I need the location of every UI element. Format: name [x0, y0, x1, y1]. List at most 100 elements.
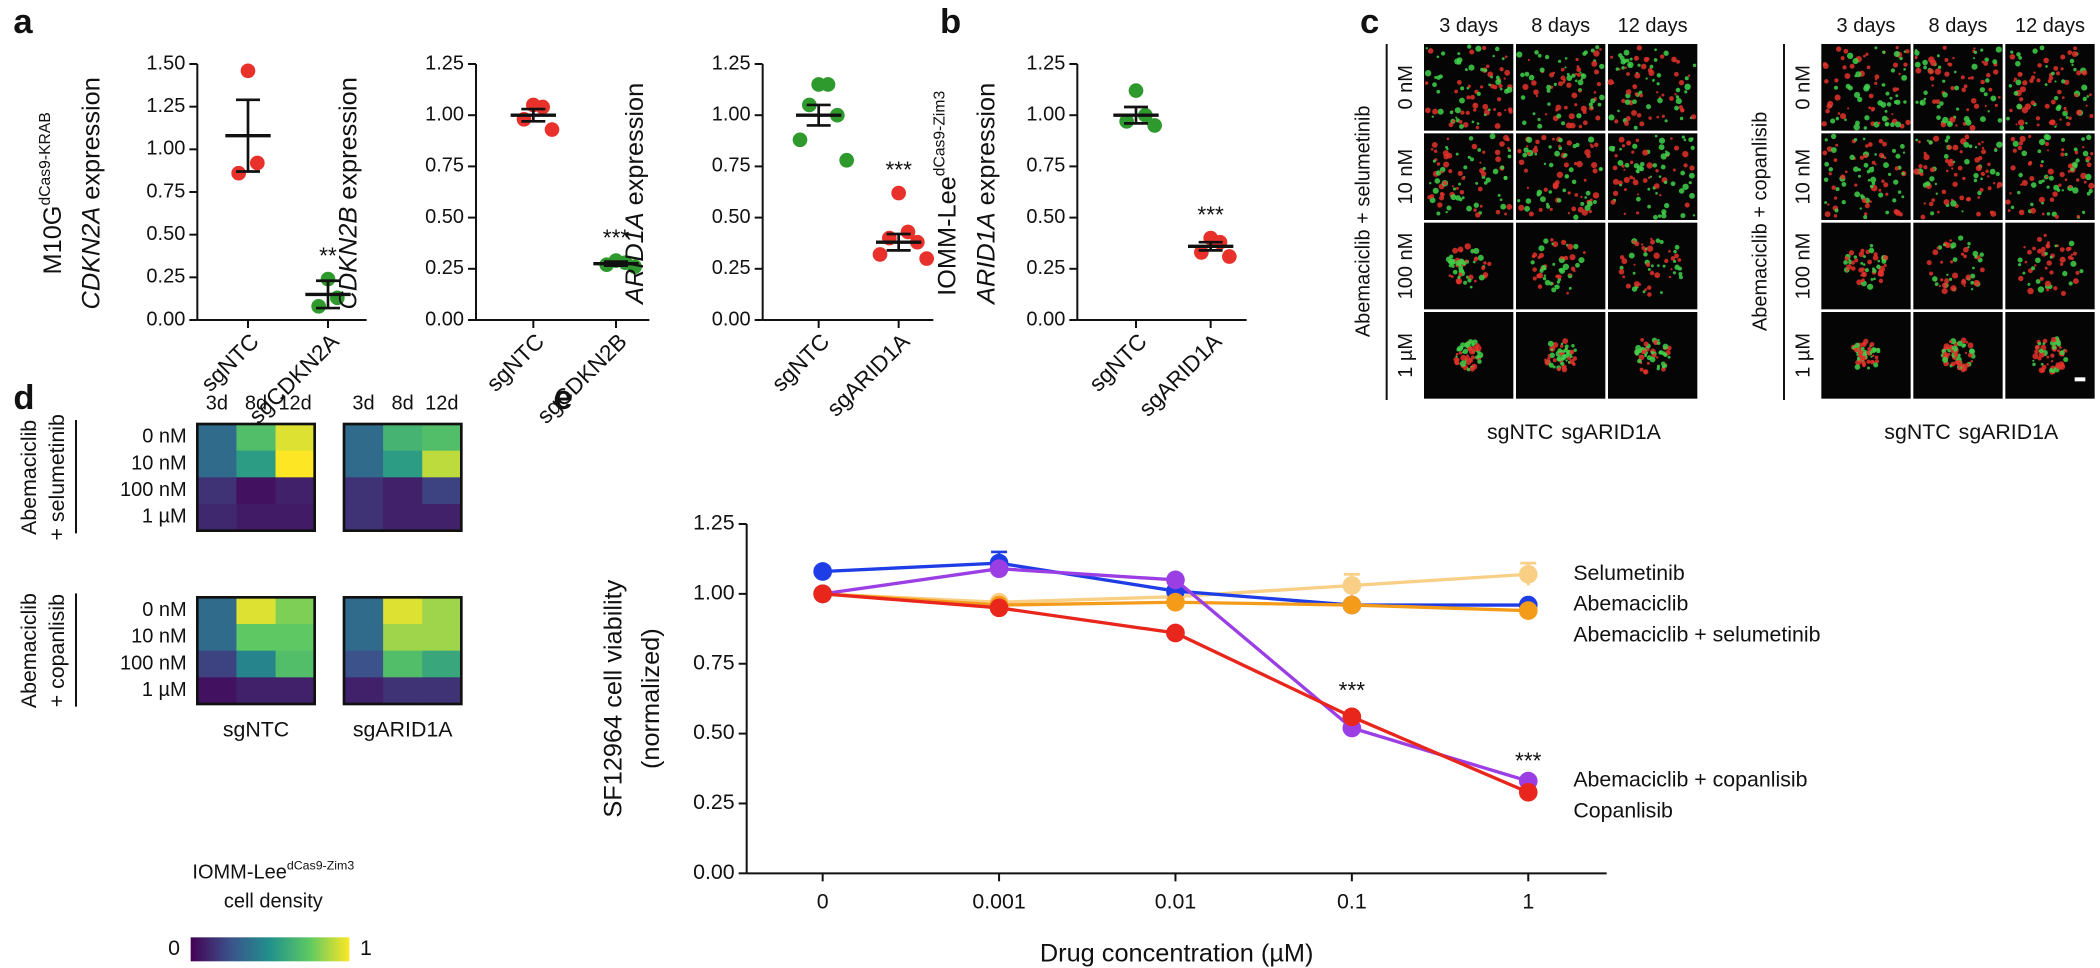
cell-spot [1869, 184, 1874, 189]
cell-spot [1560, 342, 1564, 346]
cell-spot [1436, 89, 1441, 94]
cell-spot [1656, 366, 1660, 371]
cell-spot [1637, 348, 1643, 354]
cell-spot [2018, 209, 2025, 216]
cell-spot [1542, 276, 1547, 281]
cell-spot [1913, 168, 1920, 175]
cell-spot [1923, 153, 1930, 161]
cell-spot [1952, 160, 1956, 164]
cell-spot [1957, 165, 1963, 171]
cell-spot [1536, 273, 1541, 279]
cell-spot [1952, 56, 1955, 60]
cell-spot [1580, 77, 1583, 81]
colorbar-tick-label: 0 [168, 936, 180, 960]
cell-spot [1566, 291, 1569, 295]
data-point [813, 584, 832, 604]
cell-spot [1857, 349, 1864, 356]
cell-spot [2075, 270, 2080, 275]
cell-spot [2022, 80, 2028, 86]
label-text: Abemaciclib [17, 420, 41, 535]
cell-spot [1621, 66, 1625, 70]
y-tick-label: 0.00 [425, 308, 464, 330]
cell-spot [1881, 259, 1887, 264]
cell-spot [2036, 78, 2041, 83]
cell-spot [1549, 207, 1553, 211]
cell-spot [2063, 106, 2067, 111]
cell-spot [1988, 87, 1993, 92]
cell-spot [1449, 110, 1454, 115]
cell-spot [2081, 210, 2086, 214]
cell-spot [1568, 113, 1575, 120]
cell-spot [1840, 174, 1846, 180]
cell-spot [1659, 291, 1663, 294]
cell-spot [1461, 176, 1466, 180]
cell-spot [1963, 246, 1969, 253]
cell-spot [1844, 118, 1847, 122]
cell-spot [2036, 123, 2040, 127]
cell-spot [1895, 87, 1900, 91]
cell-spot [1955, 107, 1960, 111]
cell-spot [2045, 175, 2048, 179]
cell-spot [1507, 146, 1510, 150]
cell-spot [1591, 60, 1598, 67]
cell-spot [1587, 200, 1593, 207]
cell-spot [1538, 207, 1543, 212]
cell-spot [1528, 74, 1535, 81]
cell-spot [2023, 245, 2026, 249]
cell-spot [1868, 247, 1875, 254]
cell-spot [1477, 254, 1484, 261]
heatmap-cell [236, 623, 277, 652]
cell-spot [2015, 60, 2021, 67]
cell-spot [2006, 116, 2010, 121]
panel-label: d [13, 379, 34, 417]
cell-spot [1658, 137, 1666, 144]
cell-spot [1490, 83, 1495, 89]
row-label: 0 nM [1792, 65, 1814, 109]
cell-spot [1664, 151, 1670, 157]
cell-spot [1868, 166, 1875, 173]
cell-spot [1675, 59, 1680, 64]
column-label: 3 days [1439, 15, 1498, 37]
cell-spot [1872, 347, 1877, 353]
cell-spot [1893, 50, 1900, 58]
cell-spot [2030, 207, 2036, 214]
cell-spot [2052, 191, 2058, 197]
cell-spot [1483, 113, 1487, 117]
cell-spot [2046, 363, 2049, 366]
cell-spot [2086, 134, 2092, 140]
cell-spot [1580, 201, 1585, 206]
cell-spot [1993, 69, 1999, 75]
cell-spot [1851, 266, 1856, 271]
cell-spot [1640, 337, 1644, 342]
cell-spot [1661, 366, 1666, 372]
cell-spot [1967, 342, 1974, 349]
cell-spot [1470, 355, 1476, 360]
cell-spot [1931, 276, 1938, 282]
row-label: 10 nM [1395, 149, 1417, 205]
cell-spot [1562, 350, 1566, 353]
cell-spot [1849, 154, 1855, 160]
cell-spot [1573, 348, 1577, 352]
column-label: 3d [206, 392, 228, 414]
cell-spot [1643, 341, 1649, 347]
cell-spot [1884, 122, 1888, 127]
cell-spot [2080, 172, 2087, 180]
cell-spot [2051, 369, 2055, 373]
cell-spot [1863, 212, 1868, 216]
cell-spot [2045, 141, 2050, 146]
cell-spot [1953, 70, 1957, 74]
cell-spot [1607, 79, 1614, 86]
cell-spot [2046, 355, 2050, 359]
cell-spot [1506, 203, 1513, 210]
cell-spot [2024, 260, 2028, 264]
cell-spot [1476, 122, 1480, 125]
cell-spot [1459, 124, 1464, 129]
label-line: cell density [224, 891, 323, 913]
cell-spot [1834, 78, 1839, 83]
cell-spot [1632, 177, 1636, 180]
cell-spot [1563, 255, 1569, 261]
cell-spot [1473, 247, 1480, 254]
cell-spot [2044, 103, 2050, 109]
micrograph [1607, 133, 1698, 220]
cell-spot [1905, 119, 1911, 126]
